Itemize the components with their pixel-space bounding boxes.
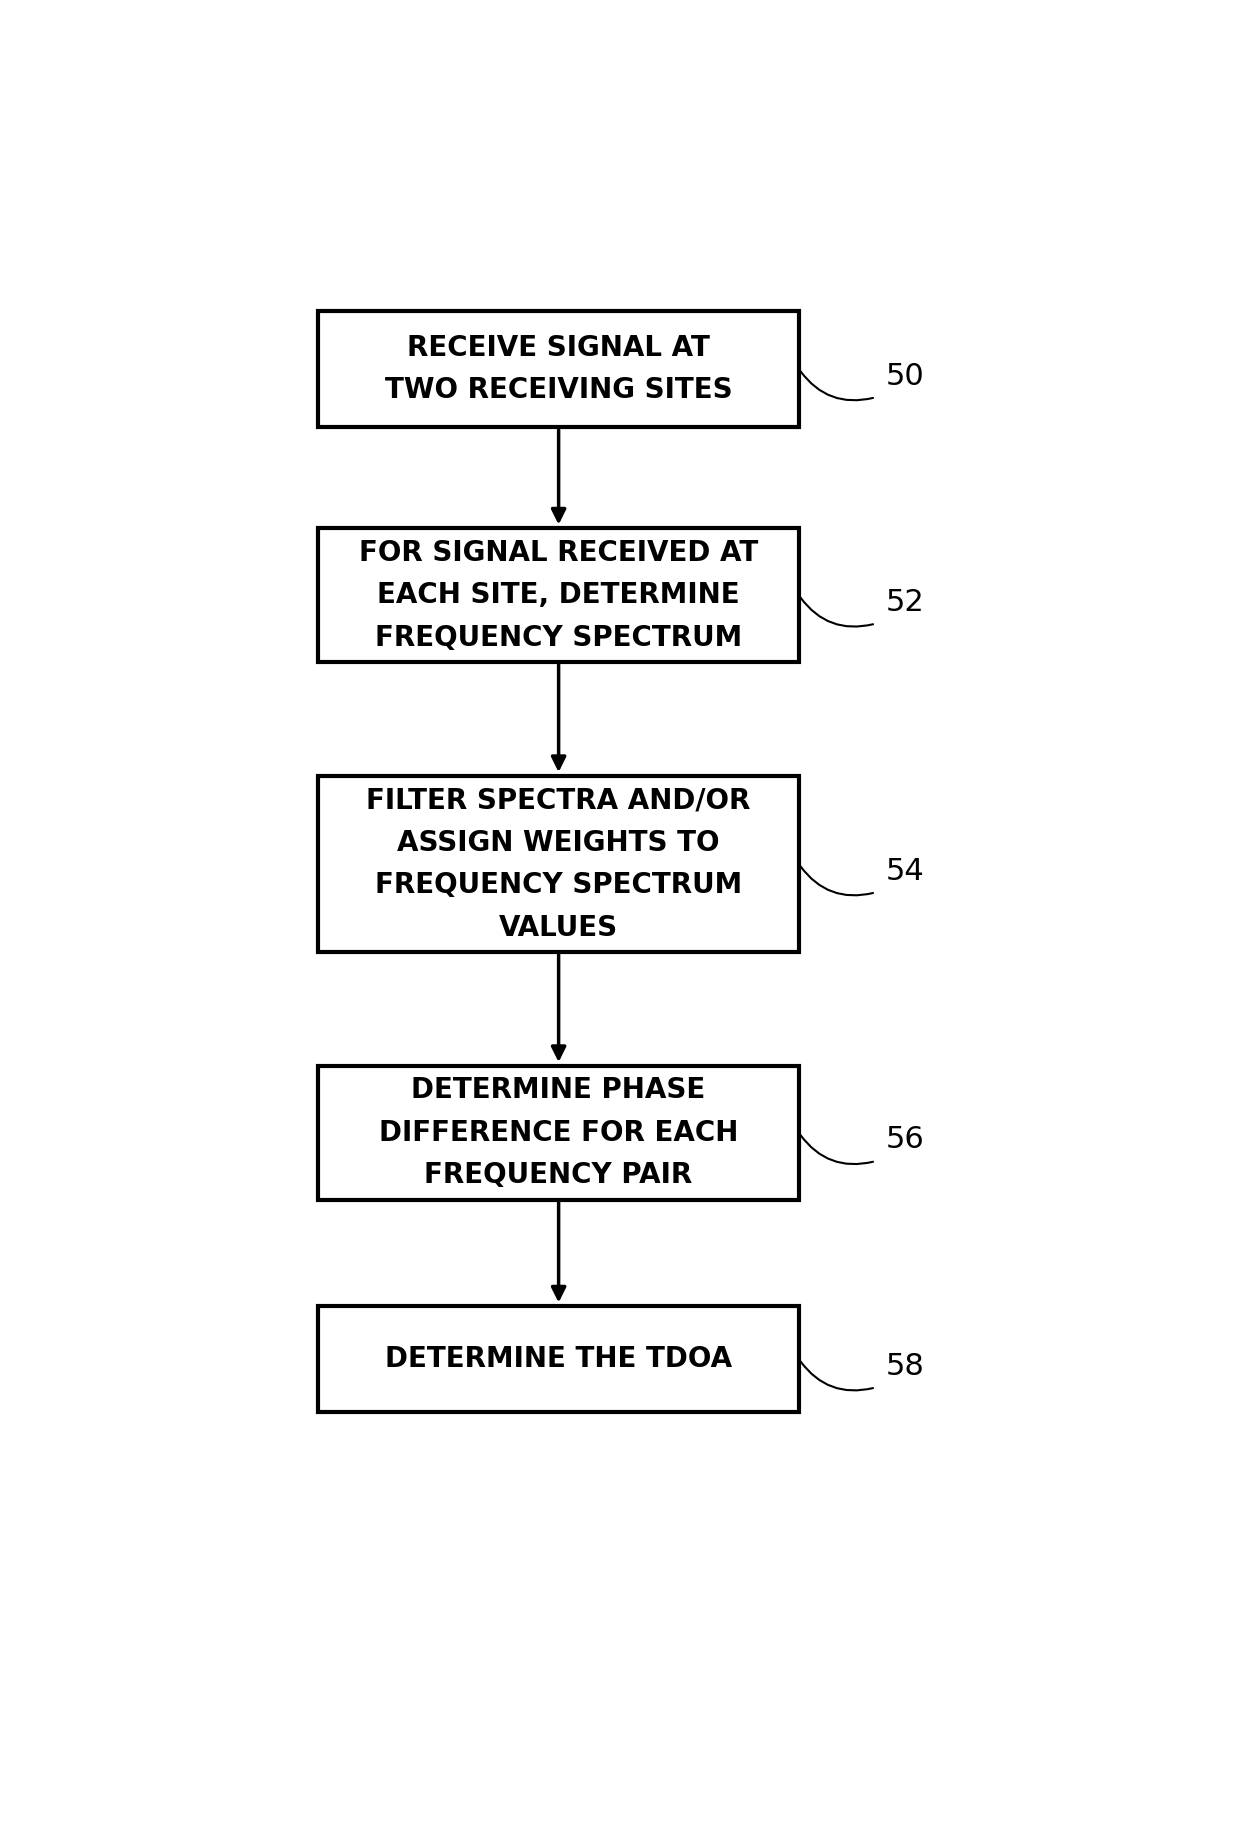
Text: RECEIVE SIGNAL AT: RECEIVE SIGNAL AT [407, 334, 711, 362]
Text: 50: 50 [885, 362, 924, 391]
Text: TWO RECEIVING SITES: TWO RECEIVING SITES [384, 377, 733, 404]
Text: FREQUENCY SPECTRUM: FREQUENCY SPECTRUM [374, 871, 743, 900]
Text: VALUES: VALUES [498, 913, 619, 942]
Text: FILTER SPECTRA AND/OR: FILTER SPECTRA AND/OR [367, 786, 750, 814]
Text: FOR SIGNAL RECEIVED AT: FOR SIGNAL RECEIVED AT [360, 538, 758, 568]
FancyBboxPatch shape [319, 1306, 799, 1413]
Text: FREQUENCY SPECTRUM: FREQUENCY SPECTRUM [374, 625, 743, 652]
Text: ASSIGN WEIGHTS TO: ASSIGN WEIGHTS TO [397, 828, 720, 856]
Text: DETERMINE PHASE: DETERMINE PHASE [412, 1076, 706, 1104]
FancyBboxPatch shape [319, 527, 799, 663]
Text: 52: 52 [885, 588, 924, 617]
Text: 54: 54 [885, 856, 924, 885]
FancyBboxPatch shape [319, 1065, 799, 1200]
Text: 58: 58 [885, 1352, 924, 1381]
FancyBboxPatch shape [319, 310, 799, 426]
Text: 56: 56 [885, 1126, 924, 1154]
Text: DIFFERENCE FOR EACH: DIFFERENCE FOR EACH [379, 1119, 738, 1146]
Text: DETERMINE THE TDOA: DETERMINE THE TDOA [386, 1345, 732, 1372]
FancyBboxPatch shape [319, 775, 799, 952]
Text: EACH SITE, DETERMINE: EACH SITE, DETERMINE [377, 580, 740, 610]
Text: FREQUENCY PAIR: FREQUENCY PAIR [424, 1161, 693, 1189]
